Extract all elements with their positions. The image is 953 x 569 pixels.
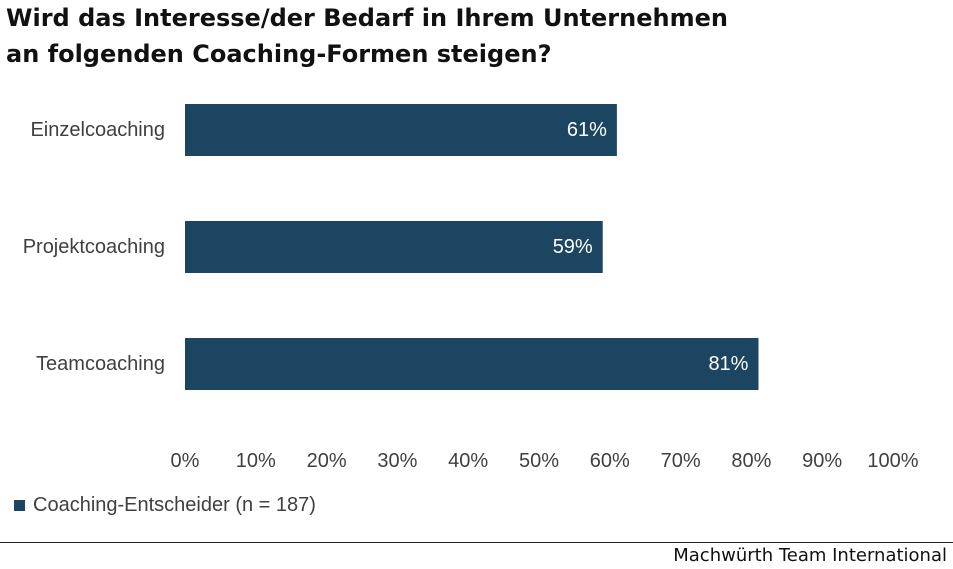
bar-chart: Einzelcoaching 61% Projektcoaching 59% Teamc… bbox=[23, 104, 919, 472]
footer-divider bbox=[0, 542, 953, 543]
data-label-einzelcoaching: 61% bbox=[567, 119, 607, 141]
data-label-projektcoaching: 59% bbox=[553, 236, 593, 258]
x-tick-label-70: 70% bbox=[661, 450, 701, 472]
x-tick-label-100: 100% bbox=[867, 450, 918, 472]
bar-teamcoaching bbox=[185, 338, 759, 390]
x-tick-label-90: 90% bbox=[802, 450, 842, 472]
x-tick-label-20: 20% bbox=[307, 450, 347, 472]
bar-projektcoaching bbox=[185, 221, 603, 273]
x-tick-label-30: 30% bbox=[377, 450, 417, 472]
title-line-2: an folgenden Coaching-Formen steigen? bbox=[6, 40, 552, 68]
legend-swatch bbox=[14, 499, 25, 511]
chart-title: Wird das Interesse/der Bedarf in Ihrem U… bbox=[6, 0, 936, 72]
x-tick-label-10: 10% bbox=[236, 450, 276, 472]
category-label-projektcoaching: Projektcoaching bbox=[23, 236, 165, 258]
x-tick-label-80: 80% bbox=[731, 450, 771, 472]
category-label-teamcoaching: Teamcoaching bbox=[36, 353, 165, 375]
x-tick-label-60: 60% bbox=[590, 450, 630, 472]
x-tick-label-50: 50% bbox=[519, 450, 559, 472]
source-credit: Machwürth Team International bbox=[673, 545, 947, 566]
x-tick-label-40: 40% bbox=[448, 450, 488, 472]
legend-label: Coaching-Entscheider (n = 187) bbox=[33, 493, 316, 516]
title-line-1: Wird das Interesse/der Bedarf in Ihrem U… bbox=[6, 4, 728, 32]
data-label-teamcoaching: 81% bbox=[708, 353, 748, 375]
category-label-einzelcoaching: Einzelcoaching bbox=[30, 119, 165, 141]
x-tick-label-0: 0% bbox=[171, 450, 200, 472]
bar-einzelcoaching bbox=[185, 104, 617, 156]
legend: Coaching-Entscheider (n = 187) bbox=[14, 493, 316, 517]
